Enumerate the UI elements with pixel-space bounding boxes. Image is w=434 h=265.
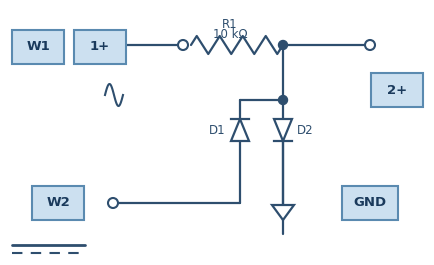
Text: 10 kΩ: 10 kΩ bbox=[212, 28, 247, 41]
Text: R1: R1 bbox=[222, 18, 237, 31]
Text: 1+: 1+ bbox=[90, 41, 110, 54]
Circle shape bbox=[278, 95, 287, 104]
Circle shape bbox=[108, 198, 118, 208]
FancyBboxPatch shape bbox=[32, 186, 84, 220]
Text: GND: GND bbox=[352, 197, 386, 210]
Text: D1: D1 bbox=[209, 123, 226, 136]
Polygon shape bbox=[230, 119, 248, 141]
FancyBboxPatch shape bbox=[370, 73, 422, 107]
Circle shape bbox=[364, 40, 374, 50]
Text: W1: W1 bbox=[26, 41, 50, 54]
Polygon shape bbox=[273, 119, 291, 141]
FancyBboxPatch shape bbox=[12, 30, 64, 64]
FancyBboxPatch shape bbox=[341, 186, 397, 220]
Text: D2: D2 bbox=[296, 123, 313, 136]
Polygon shape bbox=[271, 205, 293, 220]
FancyBboxPatch shape bbox=[74, 30, 126, 64]
Text: 2+: 2+ bbox=[386, 83, 406, 96]
Circle shape bbox=[178, 40, 187, 50]
Circle shape bbox=[278, 41, 287, 50]
Text: W2: W2 bbox=[46, 197, 70, 210]
